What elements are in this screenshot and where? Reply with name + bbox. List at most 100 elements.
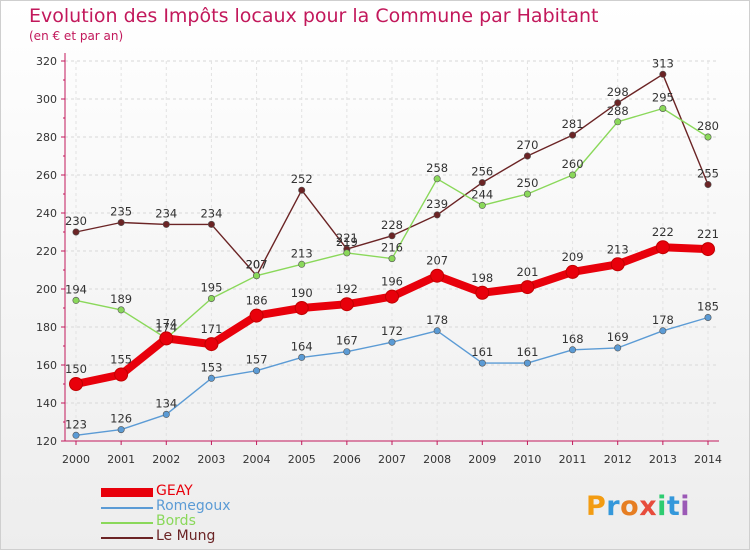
- data-label-le-mung: 228: [381, 218, 403, 232]
- data-label-geay: 198: [471, 271, 493, 285]
- data-label-geay: 190: [291, 286, 313, 300]
- data-point-bords: [659, 105, 667, 113]
- series-lines: [69, 70, 715, 439]
- legend-swatch-geay: [101, 488, 153, 497]
- data-point-le-mung: [207, 220, 215, 228]
- data-label-romegoux: 169: [607, 330, 629, 344]
- x-tick-label: 2014: [694, 453, 722, 466]
- data-point-romegoux: [388, 338, 396, 346]
- y-tick-label: 280: [36, 131, 57, 144]
- x-tick-label: 2000: [62, 453, 90, 466]
- data-label-bords: 195: [200, 281, 222, 295]
- legend-label-romegoux: Romegoux: [156, 498, 231, 514]
- data-label-le-mung: 235: [110, 205, 132, 219]
- data-label-le-mung: 270: [516, 138, 538, 152]
- logo-letter: t: [666, 491, 681, 522]
- data-point-geay: [475, 285, 490, 300]
- data-point-le-mung: [433, 211, 441, 219]
- y-tick-label: 260: [36, 169, 57, 182]
- data-point-le-mung: [523, 152, 531, 160]
- x-tick-label: 2001: [107, 453, 135, 466]
- data-label-geay: 196: [381, 275, 403, 289]
- data-label-geay: 221: [697, 227, 719, 241]
- y-tick-label: 120: [36, 435, 57, 448]
- logo-letter: r: [606, 491, 621, 522]
- data-label-romegoux: 161: [471, 345, 493, 359]
- y-tick-label: 160: [36, 359, 57, 372]
- y-tick-label: 240: [36, 207, 57, 220]
- data-point-bords: [298, 260, 306, 268]
- data-label-le-mung: 234: [155, 206, 177, 220]
- data-point-geay: [294, 301, 309, 315]
- legend-label-bords: Bords: [156, 513, 196, 529]
- data-label-le-mung: 221: [336, 231, 358, 245]
- data-label-romegoux: 185: [697, 300, 719, 314]
- data-point-geay: [385, 289, 399, 304]
- data-point-bords: [72, 296, 80, 304]
- legend-label-geay: GEAY: [156, 483, 193, 499]
- data-point-bords: [569, 171, 577, 179]
- legend-swatch-le-mung: [101, 536, 153, 539]
- data-label-bords: 288: [607, 104, 629, 118]
- data-label-bords: 280: [697, 119, 719, 133]
- data-label-romegoux: 157: [246, 353, 268, 367]
- data-point-romegoux: [162, 410, 170, 418]
- data-label-bords: 213: [291, 246, 313, 260]
- chart-title: Evolution des Impôts locaux pour la Comm…: [29, 5, 599, 27]
- data-point-geay: [339, 297, 354, 312]
- x-tick-label: 2010: [513, 453, 541, 466]
- data-point-geay: [430, 268, 445, 283]
- data-point-geay: [610, 257, 625, 272]
- data-label-bords: 250: [516, 176, 538, 190]
- data-label-le-mung: 207: [246, 258, 268, 272]
- data-label-geay: 150: [65, 362, 87, 376]
- data-label-romegoux: 153: [200, 360, 222, 374]
- data-point-bords: [614, 118, 622, 126]
- data-label-bords: 219: [336, 235, 358, 249]
- y-tick-label: 180: [36, 321, 57, 334]
- data-label-romegoux: 164: [291, 339, 313, 353]
- data-point-le-mung: [298, 186, 306, 194]
- x-tick-label: 2006: [333, 453, 361, 466]
- data-point-bords: [433, 175, 441, 183]
- data-point-romegoux: [72, 431, 80, 439]
- data-label-romegoux: 178: [426, 313, 448, 327]
- data-label-le-mung: 230: [65, 214, 87, 228]
- data-point-bords: [523, 190, 531, 198]
- data-label-geay: 186: [246, 294, 268, 308]
- data-label-geay: 171: [200, 322, 222, 336]
- axes: 120 140 160 180 200 220 240 260 280 300 320 2000 200…: [36, 53, 722, 466]
- data-labels: 230 235 234 234 207 252 221 228 239 256 270 281 298 3…: [65, 56, 719, 431]
- x-tick-label: 2004: [243, 453, 271, 466]
- data-label-romegoux: 167: [336, 334, 358, 348]
- logo-letter: i: [680, 491, 691, 522]
- proxiti-logo: Proxiti: [586, 491, 690, 522]
- x-tick-label: 2005: [288, 453, 316, 466]
- data-point-romegoux: [478, 359, 486, 367]
- data-point-le-mung: [72, 228, 80, 236]
- data-point-bords: [343, 249, 351, 257]
- data-label-romegoux: 178: [652, 313, 674, 327]
- data-point-bords: [704, 133, 712, 141]
- data-point-geay: [114, 367, 129, 382]
- data-point-bords: [117, 306, 125, 314]
- data-label-le-mung: 255: [697, 167, 719, 181]
- data-point-romegoux: [659, 327, 667, 335]
- data-label-le-mung: 234: [200, 206, 222, 220]
- data-label-bords: 174: [155, 320, 177, 334]
- data-label-le-mung: 298: [607, 85, 629, 99]
- data-label-le-mung: 281: [562, 117, 584, 131]
- logo-letter: P: [586, 491, 607, 522]
- data-point-romegoux: [298, 353, 306, 361]
- data-point-geay: [69, 377, 83, 391]
- data-label-romegoux: 168: [562, 332, 584, 346]
- legend-swatch-romegoux: [101, 506, 153, 509]
- data-point-le-mung: [117, 219, 125, 227]
- data-label-le-mung: 252: [291, 172, 313, 186]
- data-label-geay: 222: [652, 225, 674, 239]
- data-label-le-mung: 313: [652, 56, 674, 70]
- y-tick-label: 300: [36, 93, 57, 106]
- data-label-geay: 207: [426, 254, 448, 268]
